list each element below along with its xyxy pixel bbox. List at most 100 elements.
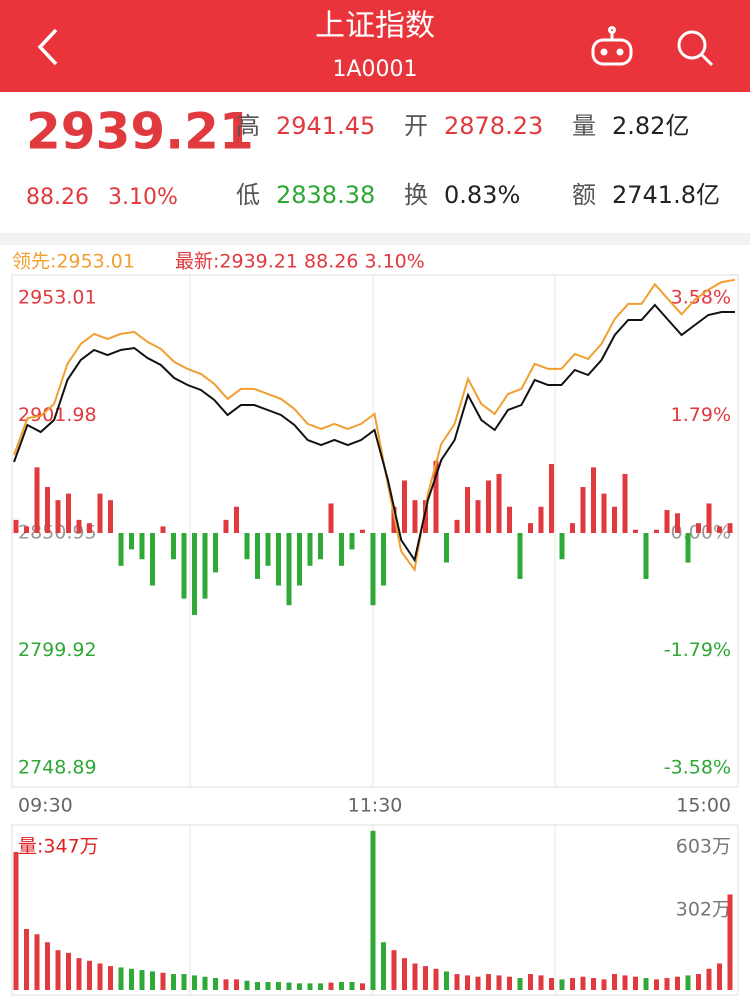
volume-bar — [717, 963, 722, 990]
change-bar — [444, 533, 449, 563]
volume-bar — [538, 975, 544, 990]
volume-bar — [244, 980, 250, 990]
volume-bar — [76, 958, 82, 990]
change-bar — [24, 526, 29, 533]
change-bar — [496, 473, 502, 533]
volume-bar — [349, 982, 355, 990]
stat-value: 2741.8亿 — [612, 181, 720, 209]
volume-bar — [181, 974, 187, 990]
volume-bar — [517, 978, 523, 990]
stat-label: 量 — [572, 112, 596, 140]
change-bar — [517, 533, 523, 579]
volume-bar — [45, 942, 50, 990]
change-bar — [402, 480, 407, 533]
price: 2939.21 — [26, 103, 254, 161]
volume-panel — [11, 824, 739, 996]
legend-text: 领先:2953.01 — [12, 251, 135, 273]
volume-bar — [559, 979, 565, 990]
change-bar — [318, 533, 323, 560]
volume-tick-label: 603万 — [676, 836, 731, 858]
change-bar — [276, 533, 281, 586]
volume-bar — [160, 972, 166, 990]
volume-bar — [370, 830, 376, 990]
change-bar — [265, 533, 271, 566]
time-label: 09:30 — [18, 795, 73, 817]
volume-bar — [297, 983, 302, 990]
change-bar — [213, 533, 218, 573]
volume-bar — [213, 978, 218, 990]
volume-bar — [643, 978, 649, 990]
volume-bar — [528, 974, 533, 990]
y2-tick-label: 1.79% — [671, 404, 731, 426]
change-bar — [66, 493, 71, 533]
volume-bar — [706, 968, 712, 990]
change-bar — [139, 533, 145, 560]
change-bar — [675, 513, 680, 533]
volume-bar — [34, 934, 40, 990]
change-bar — [255, 533, 260, 579]
volume-bar — [339, 982, 344, 990]
volume-bar — [496, 975, 502, 990]
time-label: 11:30 — [348, 795, 403, 817]
volume-bar — [465, 975, 470, 990]
change-bar — [538, 506, 544, 533]
change-bar — [549, 464, 554, 533]
change-bar — [612, 506, 617, 533]
y-tick-label: 2953.01 — [18, 287, 97, 309]
volume-bar — [286, 982, 292, 990]
legend-text: 最新:2939.21 88.26 3.10% — [175, 251, 425, 273]
volume-bar — [24, 928, 29, 990]
change-bar — [717, 526, 722, 533]
volume-label: 量:347万 — [18, 836, 99, 858]
change-bar — [423, 500, 428, 533]
change-bar — [475, 500, 481, 533]
volume-bar — [685, 975, 691, 990]
change-bar — [664, 510, 670, 533]
title: 上证指数 — [315, 9, 435, 44]
change-bar — [108, 500, 113, 533]
volume-bar — [507, 976, 512, 990]
volume-bar — [696, 974, 701, 990]
price-panel — [11, 274, 739, 788]
change-bar — [685, 533, 691, 563]
volume-bar — [454, 974, 460, 990]
change-bar — [528, 523, 533, 533]
stat-label: 开 — [404, 112, 428, 140]
change-bar — [727, 523, 733, 533]
back-button[interactable] — [37, 28, 58, 66]
volume-bar — [549, 978, 554, 990]
change-bar — [633, 529, 638, 533]
change-bar — [643, 533, 649, 579]
change-bar — [381, 533, 386, 586]
volume-bar — [108, 966, 113, 990]
change-bar — [181, 533, 187, 599]
change-bar — [507, 506, 512, 533]
change-bar — [55, 500, 61, 533]
change-bar — [654, 529, 659, 533]
volume-bar — [118, 967, 124, 990]
header-bar — [0, 0, 750, 92]
change-bar — [118, 533, 124, 566]
y-tick-label: 2748.89 — [18, 757, 97, 779]
volume-bar — [13, 852, 19, 990]
search-icon[interactable] — [677, 30, 714, 67]
volume-bar — [234, 979, 239, 990]
volume-bar — [381, 942, 386, 990]
change-bar — [87, 523, 92, 533]
y2-tick-label: -1.79% — [664, 639, 731, 661]
volume-bar — [192, 975, 197, 990]
price-line — [13, 278, 736, 573]
change-bar — [129, 533, 134, 550]
change-bar — [244, 533, 250, 560]
volume-bar — [318, 983, 323, 990]
change-bar — [370, 533, 376, 606]
change-bar — [433, 460, 439, 533]
stat-label: 换 — [404, 181, 428, 209]
volume-bar — [402, 958, 407, 990]
y-tick-label: 2799.92 — [18, 639, 97, 661]
robot-icon[interactable] — [591, 26, 633, 66]
stat-value: 2838.38 — [276, 181, 375, 209]
volume-bar — [255, 982, 260, 990]
change-bar — [559, 533, 565, 560]
volume-bar — [570, 978, 575, 990]
